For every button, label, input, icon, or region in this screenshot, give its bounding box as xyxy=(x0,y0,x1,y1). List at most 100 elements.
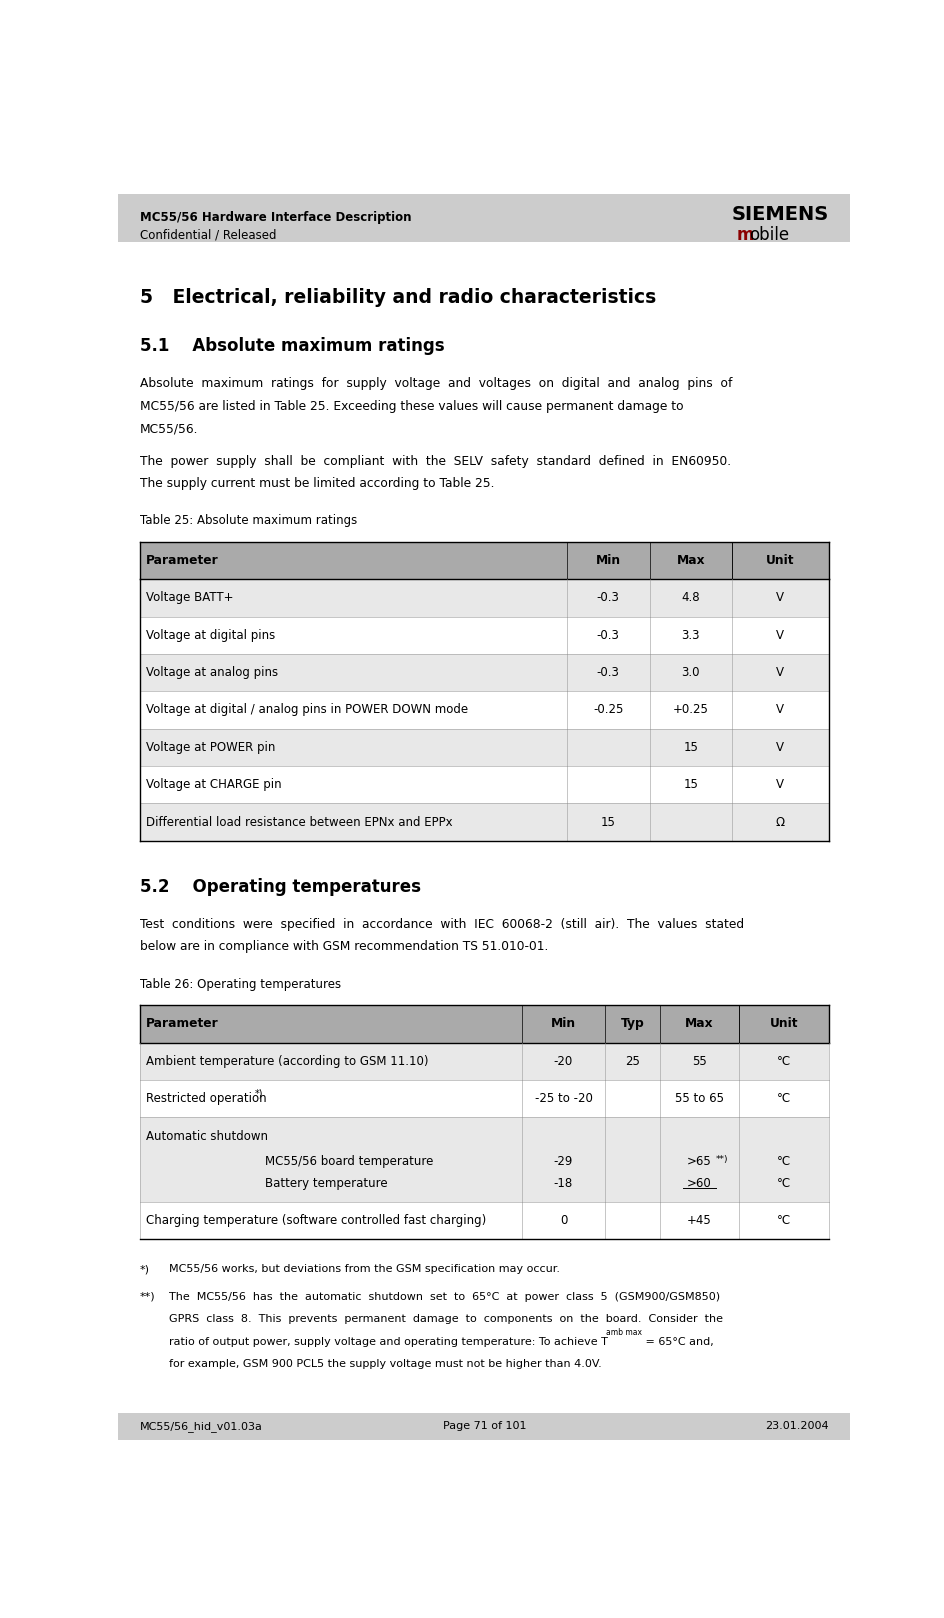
Text: 15: 15 xyxy=(683,778,698,791)
Text: Table 26: Operating temperatures: Table 26: Operating temperatures xyxy=(140,977,341,990)
Text: °C: °C xyxy=(776,1214,790,1226)
Text: 55 to 65: 55 to 65 xyxy=(674,1092,723,1105)
FancyBboxPatch shape xyxy=(140,579,828,616)
Text: >60: >60 xyxy=(686,1178,711,1191)
Text: Voltage at CHARGE pin: Voltage at CHARGE pin xyxy=(145,778,281,791)
Text: Typ: Typ xyxy=(620,1018,644,1031)
Text: +45: +45 xyxy=(686,1214,711,1226)
Text: for example, GSM 900 PCL5 the supply voltage must not be higher than 4.0V.: for example, GSM 900 PCL5 the supply vol… xyxy=(169,1359,601,1369)
Text: -0.3: -0.3 xyxy=(597,667,619,680)
FancyBboxPatch shape xyxy=(118,194,850,241)
Text: Page 71 of 101: Page 71 of 101 xyxy=(442,1421,526,1432)
Text: 15: 15 xyxy=(600,815,615,828)
Text: Voltage BATT+: Voltage BATT+ xyxy=(145,591,233,604)
Text: -29: -29 xyxy=(553,1155,573,1168)
Text: Battery temperature: Battery temperature xyxy=(264,1178,387,1191)
Text: Parameter: Parameter xyxy=(145,553,218,566)
Text: Voltage at analog pins: Voltage at analog pins xyxy=(145,667,278,680)
Text: Confidential / Released: Confidential / Released xyxy=(140,228,277,241)
Text: Max: Max xyxy=(676,553,704,566)
Text: Ω: Ω xyxy=(775,815,784,828)
FancyBboxPatch shape xyxy=(140,691,828,728)
Text: -20: -20 xyxy=(553,1055,572,1068)
Text: V: V xyxy=(776,667,784,680)
Text: The supply current must be limited according to Table 25.: The supply current must be limited accor… xyxy=(140,477,494,490)
Text: = 65°C and,: = 65°C and, xyxy=(641,1336,713,1346)
FancyBboxPatch shape xyxy=(140,1079,828,1118)
FancyBboxPatch shape xyxy=(118,1413,850,1440)
Text: Automatic shutdown: Automatic shutdown xyxy=(145,1129,268,1142)
Text: °C: °C xyxy=(776,1092,790,1105)
Text: Voltage at digital / analog pins in POWER DOWN mode: Voltage at digital / analog pins in POWE… xyxy=(145,704,467,717)
Text: 55: 55 xyxy=(691,1055,706,1068)
FancyBboxPatch shape xyxy=(140,765,828,804)
Text: Parameter: Parameter xyxy=(145,1018,218,1031)
Text: SIEMENS: SIEMENS xyxy=(731,204,828,223)
Text: 3.0: 3.0 xyxy=(681,667,700,680)
Text: The  power  supply  shall  be  compliant  with  the  SELV  safety  standard  def: The power supply shall be compliant with… xyxy=(140,455,731,468)
FancyBboxPatch shape xyxy=(140,728,828,765)
Text: Unit: Unit xyxy=(766,553,794,566)
Text: >65: >65 xyxy=(686,1155,711,1168)
Text: *): *) xyxy=(140,1264,150,1275)
Text: Table 25: Absolute maximum ratings: Table 25: Absolute maximum ratings xyxy=(140,515,357,527)
FancyBboxPatch shape xyxy=(140,542,828,579)
Text: MC55/56 are listed in Table 25. Exceeding these values will cause permanent dama: MC55/56 are listed in Table 25. Exceedin… xyxy=(140,400,683,413)
Text: Min: Min xyxy=(595,553,620,566)
Text: *): *) xyxy=(254,1089,262,1099)
Text: -0.25: -0.25 xyxy=(593,704,623,717)
Text: V: V xyxy=(776,704,784,717)
Text: **): **) xyxy=(140,1291,156,1302)
Text: -25 to -20: -25 to -20 xyxy=(534,1092,592,1105)
Text: V: V xyxy=(776,741,784,754)
Text: V: V xyxy=(776,591,784,604)
Text: Charging temperature (software controlled fast charging): Charging temperature (software controlle… xyxy=(145,1214,486,1226)
Text: below are in compliance with GSM recommendation TS 51.010-01.: below are in compliance with GSM recomme… xyxy=(140,940,548,953)
Text: m: m xyxy=(736,227,753,244)
Text: °C: °C xyxy=(776,1055,790,1068)
Text: -18: -18 xyxy=(553,1178,572,1191)
FancyBboxPatch shape xyxy=(140,654,828,691)
Text: The  MC55/56  has  the  automatic  shutdown  set  to  65°C  at  power  class  5 : The MC55/56 has the automatic shutdown s… xyxy=(169,1291,719,1302)
Text: **): **) xyxy=(715,1155,727,1163)
Text: 3.3: 3.3 xyxy=(681,629,700,642)
Text: MC55/56_hid_v01.03a: MC55/56_hid_v01.03a xyxy=(140,1421,262,1432)
Text: MC55/56 board temperature: MC55/56 board temperature xyxy=(264,1155,432,1168)
Text: Absolute  maximum  ratings  for  supply  voltage  and  voltages  on  digital  an: Absolute maximum ratings for supply volt… xyxy=(140,377,732,390)
Text: Unit: Unit xyxy=(768,1018,797,1031)
FancyBboxPatch shape xyxy=(140,1042,828,1079)
Text: Voltage at POWER pin: Voltage at POWER pin xyxy=(145,741,275,754)
Text: °C: °C xyxy=(776,1155,790,1168)
Text: MC55/56.: MC55/56. xyxy=(140,422,198,435)
Text: MC55/56 works, but deviations from the GSM specification may occur.: MC55/56 works, but deviations from the G… xyxy=(169,1264,560,1275)
Text: GPRS  class  8.  This  prevents  permanent  damage  to  components  on  the  boa: GPRS class 8. This prevents permanent da… xyxy=(169,1314,722,1324)
Text: Voltage at digital pins: Voltage at digital pins xyxy=(145,629,275,642)
FancyBboxPatch shape xyxy=(140,1005,828,1042)
Text: ratio of output power, supply voltage and operating temperature: To achieve T: ratio of output power, supply voltage an… xyxy=(169,1336,608,1346)
Text: 15: 15 xyxy=(683,741,698,754)
FancyBboxPatch shape xyxy=(140,804,828,841)
Text: MC55/56 Hardware Interface Description: MC55/56 Hardware Interface Description xyxy=(140,212,412,225)
Text: 5.2    Operating temperatures: 5.2 Operating temperatures xyxy=(140,879,421,896)
Text: Restricted operation: Restricted operation xyxy=(145,1092,266,1105)
Text: 0: 0 xyxy=(559,1214,566,1226)
Text: 5.1    Absolute maximum ratings: 5.1 Absolute maximum ratings xyxy=(140,338,445,356)
Text: Test  conditions  were  specified  in  accordance  with  IEC  60068-2  (still  a: Test conditions were specified in accord… xyxy=(140,917,744,930)
Text: 23.01.2004: 23.01.2004 xyxy=(764,1421,828,1432)
Text: 4.8: 4.8 xyxy=(681,591,700,604)
Text: 25: 25 xyxy=(624,1055,639,1068)
Text: Max: Max xyxy=(684,1018,713,1031)
FancyBboxPatch shape xyxy=(140,1202,828,1239)
Text: Ambient temperature (according to GSM 11.10): Ambient temperature (according to GSM 11… xyxy=(145,1055,428,1068)
FancyBboxPatch shape xyxy=(140,616,828,654)
Text: amb max: amb max xyxy=(605,1328,641,1336)
Text: obile: obile xyxy=(749,227,789,244)
Text: °C: °C xyxy=(776,1178,790,1191)
Text: Min: Min xyxy=(550,1018,576,1031)
Text: V: V xyxy=(776,778,784,791)
FancyBboxPatch shape xyxy=(140,1118,828,1202)
Text: Differential load resistance between EPNx and EPPx: Differential load resistance between EPN… xyxy=(145,815,452,828)
Text: V: V xyxy=(776,629,784,642)
Text: +0.25: +0.25 xyxy=(672,704,708,717)
Text: -0.3: -0.3 xyxy=(597,591,619,604)
